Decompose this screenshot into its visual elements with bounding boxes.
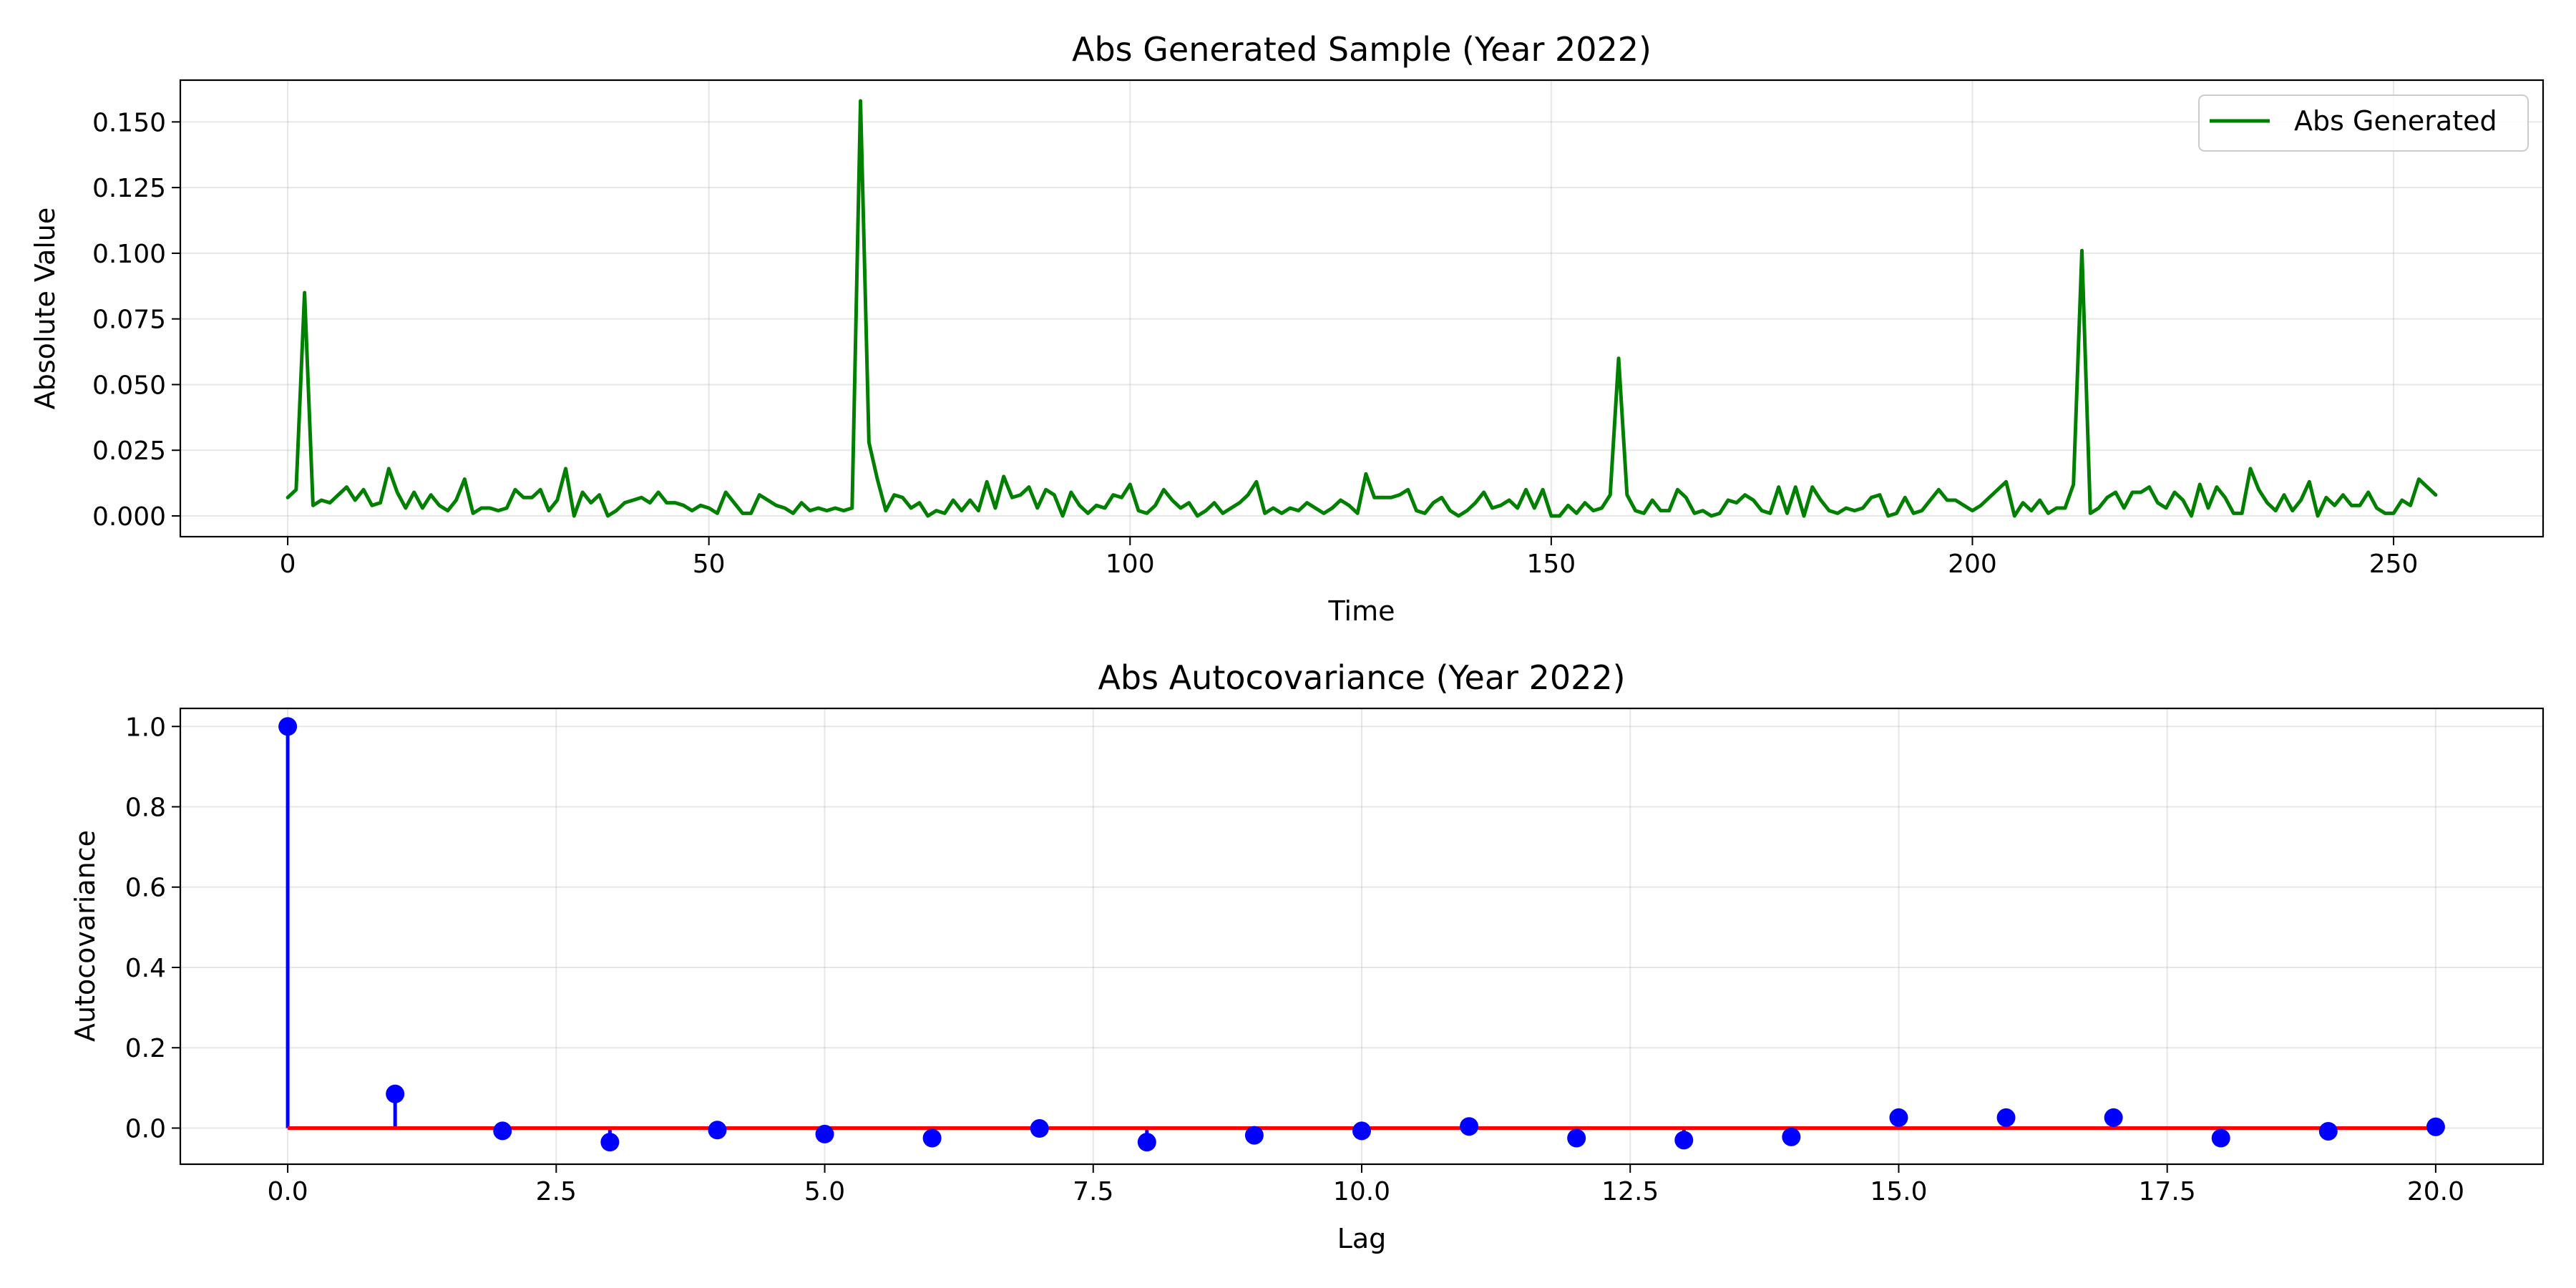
x-tick-label: 12.5 [1601,1177,1659,1206]
x-tick-label: 0 [280,550,296,579]
x-axis-label: Lag [1337,1223,1387,1254]
stem-marker [600,1133,620,1152]
x-tick-label: 250 [2369,550,2419,579]
y-tick-label: 0.0 [125,1114,166,1143]
y-tick-label: 0.2 [125,1034,166,1063]
stem-marker [386,1084,405,1103]
y-axis-label: Absolute Value [29,208,61,410]
y-tick-label: 0.4 [125,954,166,983]
stem-marker [1244,1126,1264,1145]
x-tick-label: 200 [1948,550,1997,579]
ticks: 0 50 100 150 200 250 0.000 0.025 0.050 0.075 0.100… [92,108,2418,579]
abs-autocovariance-chart: Abs Autocovariance (Year 2022) 0.0 2.5 5.0… [69,658,2545,1254]
y-tick-label: 1.0 [125,713,166,742]
y-tick-label: 0.000 [92,502,166,532]
stem-marker [922,1128,942,1148]
stem-marker [708,1121,727,1140]
axes-frame [179,79,2545,538]
stem-marker [1030,1119,1049,1138]
x-tick-label: 10.0 [1333,1177,1390,1206]
stem-marker [815,1124,834,1143]
y-tick-label: 0.6 [125,874,166,903]
series-line [286,99,2438,518]
y-tick-label: 0.025 [92,436,166,466]
stem-marker [493,1121,512,1141]
stem-marker [2104,1108,2123,1127]
x-tick-label: 5.0 [804,1177,845,1206]
legend: Abs Generated [2198,94,2529,152]
y-tick-label: 0.050 [92,371,166,400]
chart-title: Abs Generated Sample (Year 2022) [1072,30,1652,69]
stem-marker [2426,1117,2445,1136]
stem-marker [1674,1131,1694,1150]
x-tick-label: 2.5 [536,1177,577,1206]
y-tick-label: 0.100 [92,240,166,269]
x-tick-label: 50 [693,550,726,579]
x-tick-label: 100 [1106,550,1155,579]
series-group [278,717,2445,1152]
stem-marker [1460,1117,1479,1136]
stem-marker [1137,1133,1156,1152]
x-tick-label: 17.5 [2139,1177,2196,1206]
stem-marker [2318,1121,2338,1141]
stem-marker [1352,1121,1371,1141]
y-tick-label: 0.125 [92,174,166,203]
x-tick-label: 15.0 [1870,1177,1927,1206]
chart-title: Abs Autocovariance (Year 2022) [1098,658,1625,697]
stem-marker [278,717,298,736]
x-tick-label: 0.0 [267,1177,308,1206]
stem-marker [1567,1128,1586,1148]
x-axis-label: Time [1328,595,1395,627]
x-tick-label: 150 [1527,550,1576,579]
y-tick-label: 0.150 [92,108,166,137]
abs-generated-chart: Abs Generated Sample (Year 2022) 0 50 100 1… [29,30,2545,627]
grid [180,80,2543,537]
stem-marker [2211,1128,2230,1148]
ticks: 0.0 2.5 5.0 7.5 10.0 12.5 15.0 17.5 20.0 0.0 0.2 0.… [125,713,2464,1206]
legend-box [2198,94,2529,152]
stem-marker [1782,1127,1801,1146]
stem-marker [1996,1108,2016,1127]
stem-marker [1889,1108,1908,1127]
legend-label: Abs Generated [2294,105,2497,137]
x-tick-label: 7.5 [1073,1177,1113,1206]
series-group [286,99,2438,518]
y-tick-label: 0.075 [92,306,166,335]
x-tick-label: 20.0 [2407,1177,2464,1206]
y-tick-label: 0.8 [125,794,166,823]
y-axis-label: Autocovariance [69,830,101,1042]
